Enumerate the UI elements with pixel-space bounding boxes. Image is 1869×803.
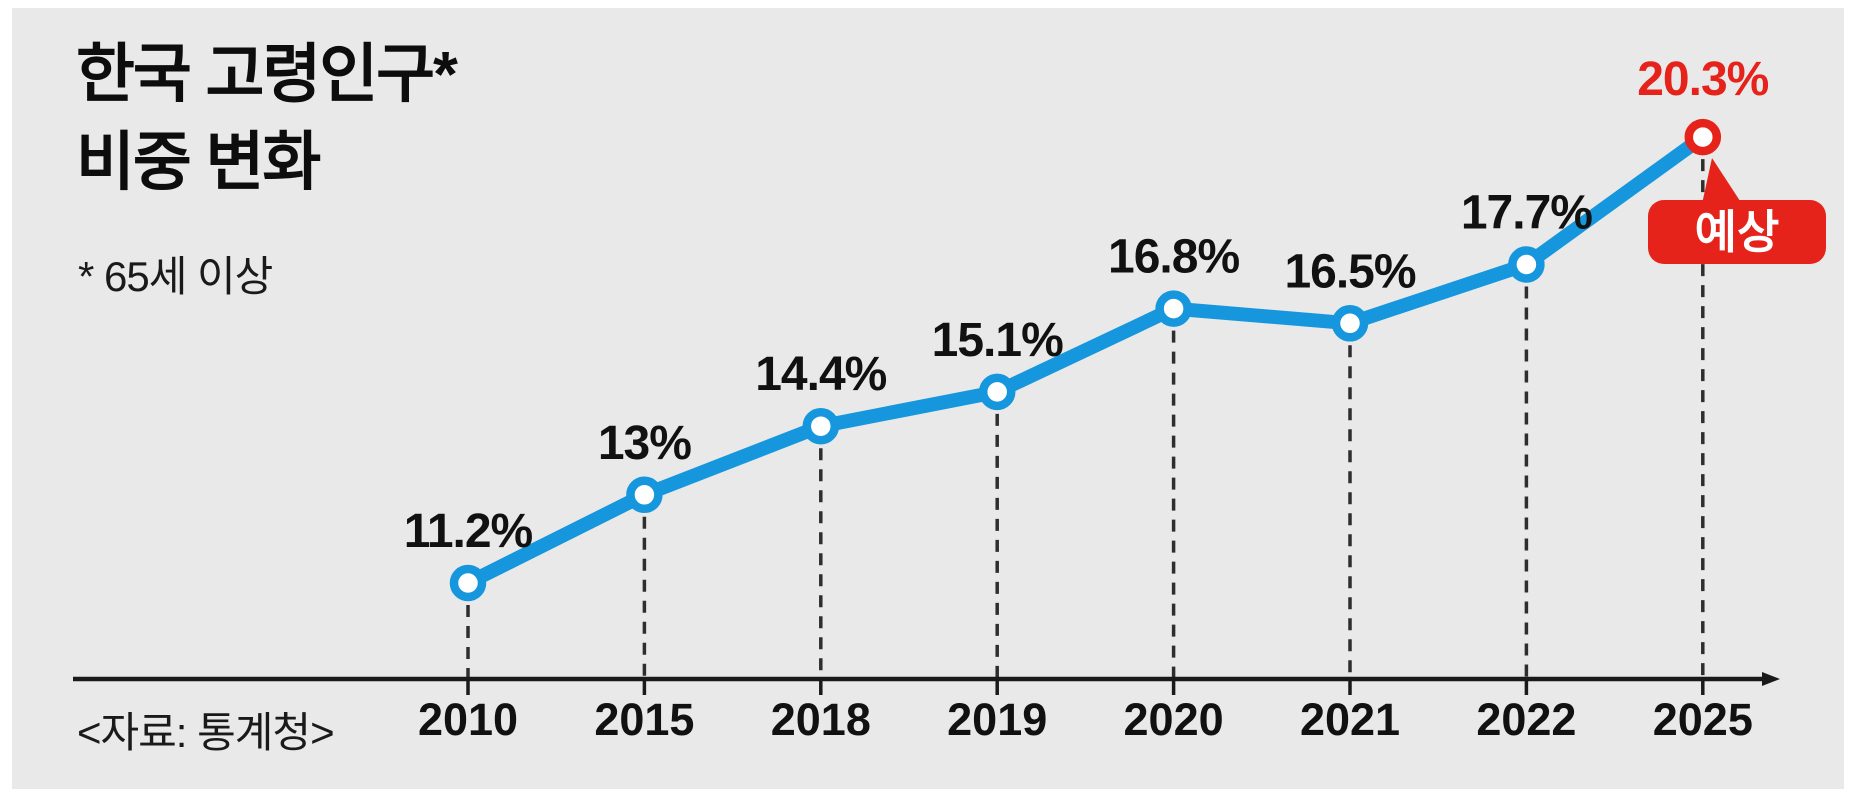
data-point-label: 11.2% [404, 505, 533, 558]
x-axis-year-label: 2019 [947, 694, 1047, 745]
forecast-badge-label: 예상 [1695, 206, 1780, 258]
chart-title-line2: 비중 변화 [76, 126, 321, 198]
data-point-label: 14.4% [755, 348, 886, 401]
x-axis-year-label: 2020 [1124, 694, 1224, 745]
x-axis-year-label: 2018 [771, 694, 871, 745]
x-axis-arrow [1762, 672, 1780, 686]
data-point-marker [1155, 290, 1192, 327]
data-point-label: 16.8% [1108, 231, 1239, 284]
data-point-label: 17.7% [1461, 187, 1592, 240]
data-point-label: 15.1% [932, 314, 1063, 367]
data-point-marker [978, 373, 1016, 411]
x-axis-year-label: 2025 [1653, 694, 1753, 745]
data-point-marker-forecast [1684, 118, 1722, 156]
data-point-label: 13% [598, 417, 691, 470]
trend-line [461, 130, 1710, 590]
x-axis-year-label: 2010 [418, 694, 518, 745]
forecast-badge-tail [1702, 158, 1742, 204]
x-axis-year-label: 2015 [594, 694, 694, 745]
data-point-marker [449, 564, 487, 602]
chart-title-line1: 한국 고령인구* [76, 38, 458, 110]
chart-title: 한국 고령인구* 비중 변화 [76, 30, 458, 206]
forecast-badge [1648, 200, 1826, 264]
data-point-label: 16.5% [1284, 245, 1415, 298]
data-point-label: 20.3% [1637, 53, 1768, 106]
x-axis-year-label: 2022 [1476, 694, 1576, 745]
source-note: <자료: 통계청> [77, 709, 335, 756]
x-axis-year-label: 2021 [1300, 694, 1400, 745]
data-point-marker [1331, 305, 1369, 342]
data-point-marker [1508, 246, 1545, 283]
data-point-marker [626, 476, 663, 514]
data-point-marker [802, 407, 840, 445]
chart-footnote: * 65세 이상 [78, 253, 273, 300]
